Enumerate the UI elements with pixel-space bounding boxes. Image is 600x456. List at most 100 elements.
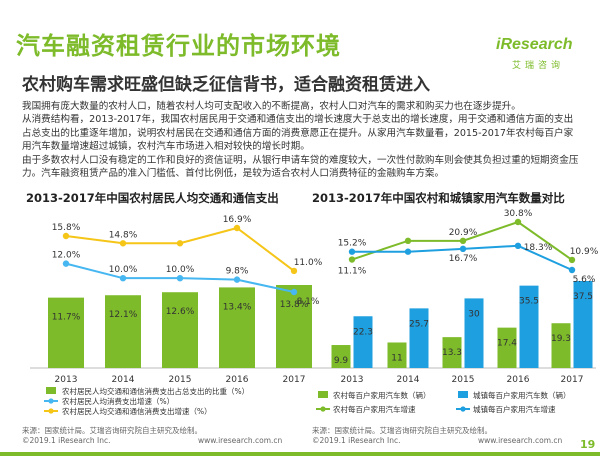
bar-label: 19.3 [551,334,571,344]
line-point [176,240,184,247]
line-label: 16.7% [449,254,478,264]
legend-swatch [46,387,56,394]
page-subtitle: 农村购车需求旺盛但缺乏征信背书，适合融资租赁进入 [22,75,430,95]
line-point [119,240,127,247]
x-tick-label: 2013 [341,375,364,385]
line-label: 10.0% [109,265,138,275]
source-note-left: 来源：国家统计局。艾瑞咨询研究院自主研究及绘制。 [22,426,202,435]
bar-label: 13.8% [280,300,309,310]
line-label: 12.0% [52,251,81,261]
line-label: 5.6% [573,275,596,285]
chart-title-cars: 2013-2017年中国农村和城镇家用汽车数量对比 [312,191,565,205]
x-tick-label: 2014 [112,375,135,385]
chart-expenditure: 11.7% 2013 12.1% 2014 12.6% 2015 13.4% 2016 13.8… [30,215,323,416]
line-point [404,248,412,255]
legend-label: 农村每百户家用汽车增速 [333,404,416,414]
line-label: 9.8% [226,267,249,277]
bar-label: 30 [468,309,480,319]
line-label: 15.2% [338,239,367,249]
paragraph-2: 从消费结构看，2013-2017年，我国农村居民用于交通和通信支出的增长速度大于… [22,114,574,153]
bar-urban [464,298,484,368]
legend-label: 城镇每百户家用汽车增速 [473,404,556,414]
legend-marker [460,406,466,412]
page-number: 19 [580,438,596,451]
x-tick-label: 2015 [452,375,475,385]
line-point [514,242,522,250]
bar-label: 13.4% [223,302,252,312]
line-point [568,256,576,264]
copyright-right: ©2019.1 iResearch Inc. [312,436,401,445]
line-label: 30.8% [504,209,533,219]
logo-subtitle: 艾瑞咨询 [512,61,565,71]
legend-swatch [458,391,468,398]
copyright-left: ©2019.1 iResearch Inc. [22,436,111,445]
line-point [568,266,576,274]
bar-urban [519,285,539,368]
website-right: www.iresearch.com.cn [478,436,563,445]
legend-marker [320,406,326,412]
x-tick-label: 2017 [283,375,306,385]
line-label: 15.8% [52,223,81,233]
bar-label: 12.1% [109,310,138,320]
line-label: 18.3% [524,243,553,253]
legend-swatch [318,391,328,398]
bar-share [105,295,141,368]
line-point [62,260,70,267]
line-point [119,274,127,282]
bar-rural [497,327,517,368]
website-left: www.iresearch.com.cn [198,436,283,445]
line-point [290,267,298,275]
source-note-right: 来源：国家统计局。艾瑞咨询研究院自主研究及绘制。 [312,426,492,435]
line-point [348,248,356,255]
line-point [348,256,356,263]
line-label: 8.1% [297,297,320,307]
bar-label: 9.9 [334,356,349,366]
line-label: 11.0% [294,258,323,268]
bar-label: 37.5 [573,292,593,302]
x-tick-label: 2017 [561,375,584,385]
legend-label: 城镇每百户家用汽车数（辆） [473,390,571,400]
legend-label: 农村居民人均消费支出增速（%） [62,396,174,406]
bar-urban [573,281,593,368]
legend-label: 农村居民人均交通和通信消费支出占总支出的比重（%） [62,386,249,396]
bar-share [219,287,255,368]
page-title: 汽车融资租赁行业的市场环境 [16,32,341,60]
bar-label: 12.6% [166,307,195,317]
line-label: 10.9% [570,247,599,257]
line-point [404,237,412,245]
bar-label: 22.3 [353,327,373,337]
bar-rural [442,337,462,368]
line-point [233,276,241,283]
x-tick-label: 2016 [226,375,249,385]
line-label: 20.9% [449,228,478,238]
footer-bar [0,452,600,456]
bar-share [48,297,84,368]
x-tick-label: 2014 [397,375,420,385]
bar-rural [551,323,571,368]
chart-car-ownership: 9.9 22.3 2013 11 25.7 2014 13.3 30 2015 17.4 35.5 2… [316,209,599,414]
body-text: 我国拥有庞大数量的农村人口，随着农村人均可支配收入的不断提高，农村人口对汽车的需… [22,100,582,180]
line-point [176,274,184,282]
bar-share [162,292,198,368]
x-tick-label: 2013 [55,375,78,385]
bar-label: 17.4 [497,339,517,349]
line-label: 11.1% [338,267,367,277]
x-tick-label: 2015 [169,375,192,385]
paragraph-1: 我国拥有庞大数量的农村人口，随着农村人均可支配收入的不断提高，农村人口对汽车的需… [22,101,521,112]
bar-label: 13.3 [442,348,462,358]
bar-rural [331,345,351,368]
x-tick-label: 2016 [507,375,530,385]
line-point [459,245,467,253]
line-point [62,232,70,240]
bar-label: 11 [391,353,402,363]
bar-share [276,285,312,368]
line-point [514,218,522,226]
line-point [233,224,241,232]
bar-label: 11.7% [52,313,81,323]
bar-rural [387,342,407,368]
line-label: 16.9% [223,215,252,225]
chart-title-expenditure: 2013-2017年中国农村居民人均交通和通信支出 [26,191,279,205]
line-point [459,237,467,245]
iresearch-logo: iResearch 艾瑞咨询 [496,36,586,72]
